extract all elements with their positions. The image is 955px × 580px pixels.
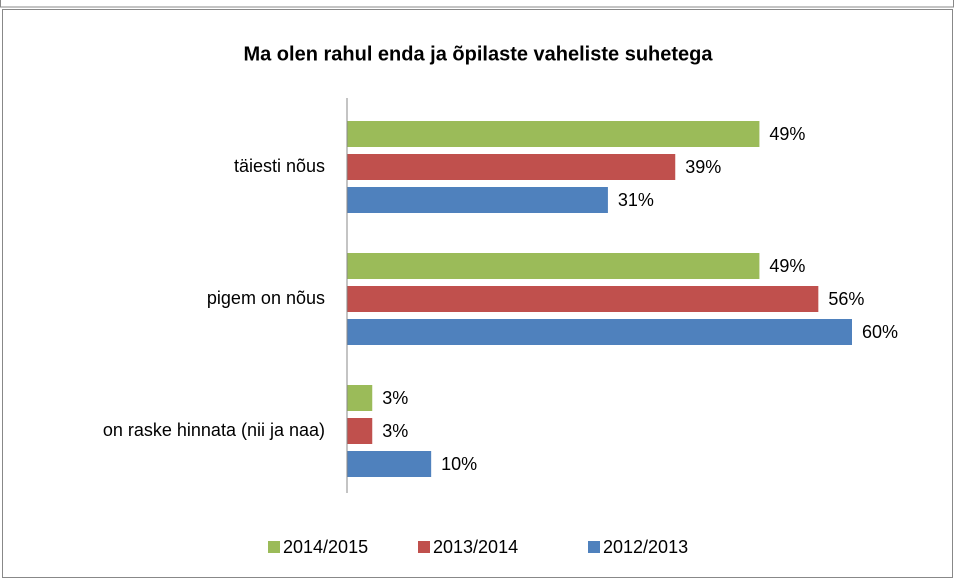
bar: [347, 286, 819, 312]
legend-swatch: [268, 541, 280, 553]
y-tick-label: on raske hinnata (nii ja naa): [103, 420, 325, 440]
legend-label: 2012/2013: [603, 537, 688, 557]
data-label: 56%: [828, 289, 864, 309]
y-tick-label: pigem on nõus: [207, 288, 325, 308]
bar: [347, 319, 852, 345]
data-label: 10%: [441, 454, 477, 474]
legend-swatch: [588, 541, 600, 553]
outer-frame: [0, 0, 954, 8]
data-label: 49%: [769, 124, 805, 144]
bar: [347, 121, 760, 147]
bar: [347, 418, 373, 444]
data-label: 3%: [382, 388, 408, 408]
data-label: 31%: [618, 190, 654, 210]
bar: [347, 154, 676, 180]
bar: [347, 385, 373, 411]
data-label: 60%: [862, 322, 898, 342]
bar: [347, 253, 760, 279]
legend-label: 2013/2014: [433, 537, 518, 557]
legend-swatch: [418, 541, 430, 553]
bar: [347, 187, 608, 213]
data-label: 39%: [685, 157, 721, 177]
y-tick-label: täiesti nõus: [234, 156, 325, 176]
chart-title: Ma olen rahul enda ja õpilaste vaheliste…: [243, 43, 713, 65]
legend-label: 2014/2015: [283, 537, 368, 557]
data-label: 49%: [769, 256, 805, 276]
data-label: 3%: [382, 421, 408, 441]
bar: [347, 451, 432, 477]
